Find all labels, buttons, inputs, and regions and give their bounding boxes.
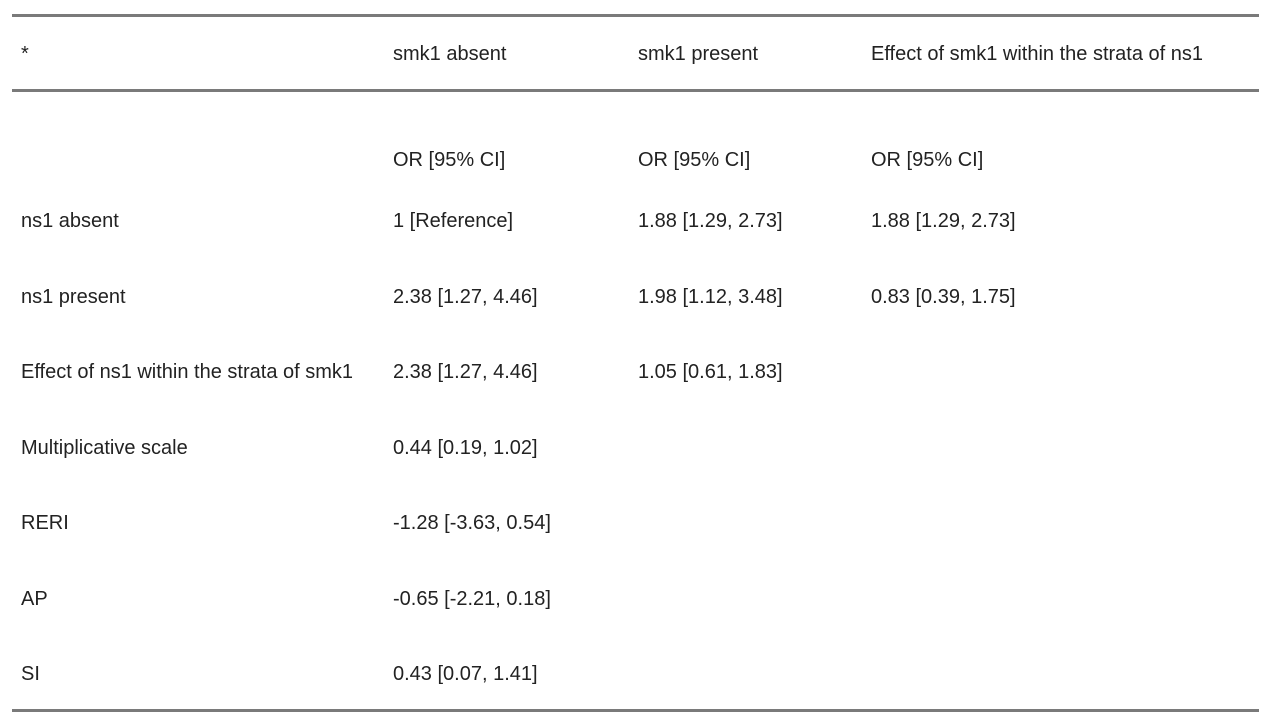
- cell: 0.44 [0.19, 1.02]: [393, 436, 538, 459]
- subheader-cell: OR [95% CI]: [638, 149, 751, 171]
- header-cell: Effect of smk1 within the strata of ns1: [871, 43, 1204, 65]
- cell: -1.28 [-3.63, 0.54]: [393, 512, 551, 534]
- cell: 1.88 [1.29, 2.73]: [638, 210, 783, 232]
- subheader-cell: OR [95% CI]: [393, 149, 506, 171]
- top-rule: [12, 14, 1259, 17]
- cell: 1.98 [1.12, 3.48]: [638, 285, 783, 308]
- bottom-rule: [12, 709, 1259, 712]
- row-label: ns1 absent: [21, 210, 119, 232]
- cell: 2.38 [1.27, 4.46]: [393, 285, 538, 308]
- cell: 0.83 [0.39, 1.75]: [871, 285, 1016, 308]
- cell: 2.38 [1.27, 4.46]: [393, 361, 538, 383]
- row-label: RERI: [21, 512, 69, 534]
- cell: 1.05 [0.61, 1.83]: [638, 361, 783, 383]
- cell: -0.65 [-2.21, 0.18]: [393, 587, 551, 610]
- header-cell: smk1 absent: [393, 43, 507, 65]
- row-label: Multiplicative scale: [21, 436, 188, 459]
- row-label: AP: [21, 587, 48, 610]
- header-cell: *: [21, 43, 29, 65]
- row-label: ns1 present: [21, 285, 126, 308]
- cell: 1.88 [1.29, 2.73]: [871, 210, 1016, 232]
- cell: 0.43 [0.07, 1.41]: [393, 663, 538, 685]
- subheader-cell: OR [95% CI]: [871, 149, 984, 171]
- row-label: Effect of ns1 within the strata of smk1: [21, 361, 354, 383]
- header-rule: [12, 89, 1259, 92]
- cell: 1 [Reference]: [393, 210, 514, 232]
- header-cell: smk1 present: [638, 43, 759, 65]
- row-label: SI: [21, 663, 40, 685]
